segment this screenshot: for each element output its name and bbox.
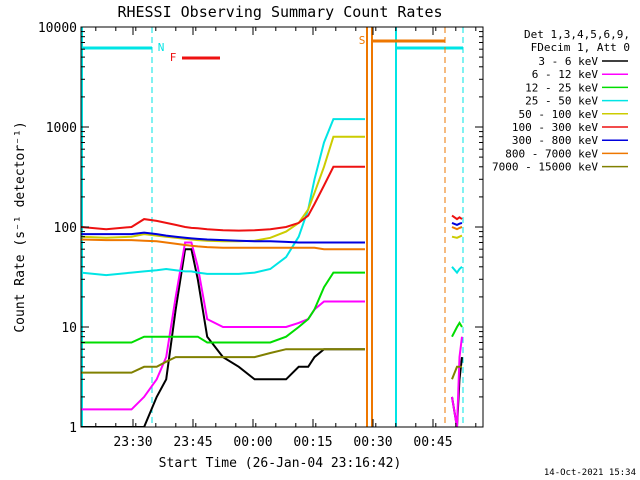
series-line-resume bbox=[451, 320, 463, 338]
series-25-50keV bbox=[81, 118, 463, 277]
legend-entry-label: 6 - 12 keV bbox=[532, 68, 599, 81]
series-line bbox=[81, 241, 365, 411]
series-line bbox=[81, 248, 365, 427]
chart-title: RHESSI Observing Summary Count Rates bbox=[117, 3, 442, 21]
y-tick-label: 1000 bbox=[46, 121, 77, 136]
series-line bbox=[81, 271, 365, 344]
series-line-resume bbox=[451, 266, 463, 275]
legend-entry-label: 25 - 50 keV bbox=[525, 95, 598, 108]
series-line-resume bbox=[451, 336, 463, 427]
series-line bbox=[81, 118, 365, 277]
series-6-12keV bbox=[81, 241, 463, 427]
legend-entry-label: 12 - 25 keV bbox=[525, 81, 598, 94]
series-line bbox=[81, 238, 365, 251]
y-tick-label: 100 bbox=[54, 221, 77, 236]
legend-entry-label: 100 - 300 keV bbox=[512, 121, 598, 134]
x-axis: 23:30 23:45 00:00 00:15 00:30 00:45 bbox=[95, 27, 477, 450]
series-50-100keV bbox=[81, 135, 463, 243]
x-tick-label: 00:30 bbox=[353, 435, 392, 450]
series-300-800keV bbox=[81, 221, 463, 244]
flag-label-N: N bbox=[158, 41, 165, 54]
legend-header: Det 1,3,4,5,6,9, bbox=[524, 28, 630, 41]
series-line bbox=[81, 231, 365, 244]
series-line-resume bbox=[451, 226, 463, 231]
y-tick-label: 10000 bbox=[38, 21, 77, 36]
series-7000-15000keV bbox=[81, 348, 462, 380]
x-tick-label: 00:15 bbox=[293, 435, 332, 450]
y-tick-label: 1 bbox=[69, 421, 77, 436]
flag-label-F: F bbox=[170, 51, 177, 64]
y-tick-label: 10 bbox=[61, 321, 77, 336]
series-line-resume bbox=[451, 234, 463, 239]
flag-label-S: S bbox=[359, 34, 366, 47]
x-axis-label: Start Time (26-Jan-04 23:16:42) bbox=[159, 456, 402, 471]
legend-entry-label: 7000 - 15000 keV bbox=[492, 161, 598, 174]
legend-entry-label: 50 - 100 keV bbox=[519, 108, 599, 121]
series-line-resume bbox=[451, 365, 462, 380]
series-line-resume bbox=[451, 214, 463, 221]
x-tick-label: 23:45 bbox=[173, 435, 212, 450]
series-12-25keV bbox=[81, 271, 463, 344]
series-800-7000keV bbox=[81, 226, 463, 251]
legend-entry-label: 3 - 6 keV bbox=[538, 55, 598, 68]
y-axis: 1 10 100 1000 10000 bbox=[38, 21, 483, 436]
legend-entry-label: 300 - 800 keV bbox=[512, 134, 598, 147]
y-axis-label: Count Rate (s⁻¹ detector⁻¹) bbox=[13, 121, 28, 332]
x-tick-label: 00:00 bbox=[233, 435, 272, 450]
legend-entry-label: 800 - 7000 keV bbox=[505, 147, 598, 160]
x-tick-label: 00:45 bbox=[413, 435, 452, 450]
series-line bbox=[81, 135, 365, 243]
series-line bbox=[81, 165, 365, 232]
legend: Det 1,3,4,5,6,9,FDecim 1, Att 03 - 6 keV… bbox=[492, 28, 630, 174]
series-line-resume bbox=[451, 221, 463, 226]
legend-header: FDecim 1, Att 0 bbox=[531, 41, 630, 54]
timestamp: 14-Oct-2021 15:34 bbox=[544, 468, 636, 478]
series-line bbox=[81, 348, 365, 374]
series-3-6keV bbox=[81, 248, 463, 427]
x-tick-label: 23:30 bbox=[113, 435, 152, 450]
series-100-300keV bbox=[81, 165, 463, 232]
